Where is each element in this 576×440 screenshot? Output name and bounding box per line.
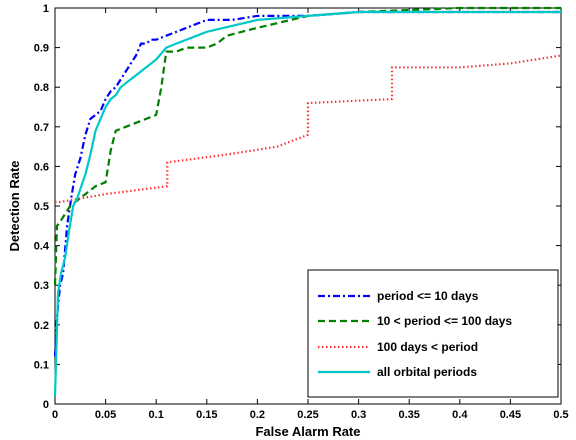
x-tick-label: 0.4 [452,409,468,421]
y-tick-label: 0.5 [34,201,49,213]
legend-box [307,269,559,398]
x-tick-label: 0.3 [351,409,366,421]
x-tick-label: 0.1 [149,409,164,421]
legend-label-0: period <= 10 days [377,289,479,303]
x-tick-label: 0.2 [250,409,265,421]
legend-label-2: 100 days < period [377,340,478,354]
x-tick-label: 0.35 [398,409,419,421]
legend-label-1: 10 < period <= 100 days [377,314,512,328]
y-axis-title: Detection Rate [7,160,22,251]
legend-label-3: all orbital periods [377,365,477,379]
series-line-3 [53,10,561,397]
y-tick-label: 0.2 [34,320,49,332]
y-tick-label: 0.1 [34,359,49,371]
y-tick-label: 0 [43,399,49,411]
x-tick-label: 0.45 [500,409,521,421]
x-tick-label: 0.15 [196,409,217,421]
x-tick-label: 0 [52,409,58,421]
series-layer [53,6,562,397]
legend: period <= 10 days 10 < period <= 100 days… [307,269,559,398]
y-tick-label: 0.7 [34,122,49,134]
y-tick-label: 0.8 [34,82,49,94]
x-tick-label: 0.5 [553,409,568,421]
y-tick-label: 0.4 [34,241,50,253]
series-line-1 [53,6,561,286]
y-tick-label: 1 [43,3,49,15]
axis-ticks: 0 0.05 0.1 0.15 0.2 0.25 0.3 0.35 0.4 0.45 0.5 0 0.1… [34,3,569,421]
y-tick-label: 0.3 [34,280,49,292]
series-line-2 [55,54,562,204]
y-tick-label: 0.6 [34,161,49,173]
x-axis-title: False Alarm Rate [255,424,360,439]
x-tick-label: 0.05 [95,409,116,421]
x-tick-label: 0.25 [297,409,318,421]
y-tick-label: 0.9 [34,43,49,55]
series-line-0 [53,10,561,357]
